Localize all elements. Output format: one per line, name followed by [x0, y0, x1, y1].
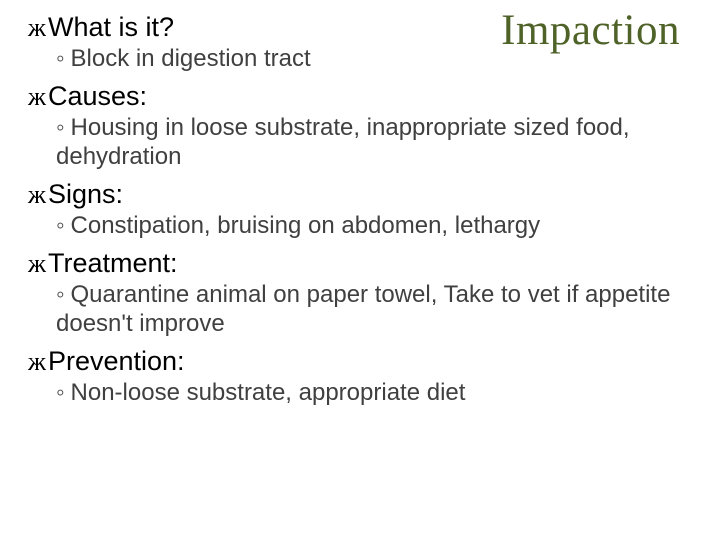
subbullet-icon: ◦ — [56, 379, 65, 407]
heading-prevention: жPrevention: — [28, 346, 692, 377]
body-text: Constipation, bruising on abdomen, letha… — [71, 212, 541, 239]
heading-text: Prevention: — [48, 346, 185, 376]
heading-what-is-it: жWhat is it? — [28, 12, 692, 43]
heading-text: Signs: — [48, 179, 123, 209]
body-what-is-it: ◦Block in digestion tract — [56, 45, 692, 73]
heading-text: Treatment: — [48, 248, 178, 278]
slide-content: жWhat is it? ◦Block in digestion tract ж… — [28, 8, 692, 407]
heading-text: Causes: — [48, 81, 147, 111]
bullet-icon: ж — [28, 347, 46, 377]
subbullet-icon: ◦ — [56, 212, 65, 240]
body-prevention: ◦Non-loose substrate, appropriate diet — [56, 379, 692, 407]
body-text: Quarantine animal on paper towel, Take t… — [56, 281, 670, 336]
bullet-icon: ж — [28, 180, 46, 210]
body-treatment: ◦Quarantine animal on paper towel, Take … — [56, 281, 692, 338]
body-signs: ◦Constipation, bruising on abdomen, leth… — [56, 212, 692, 240]
slide: Impaction жWhat is it? ◦Block in digesti… — [0, 0, 720, 540]
body-causes: ◦Housing in loose substrate, inappropria… — [56, 114, 692, 171]
heading-causes: жCauses: — [28, 81, 692, 112]
bullet-icon: ж — [28, 249, 46, 279]
body-text: Block in digestion tract — [71, 45, 311, 72]
subbullet-icon: ◦ — [56, 45, 65, 73]
heading-signs: жSigns: — [28, 179, 692, 210]
bullet-icon: ж — [28, 13, 46, 43]
body-text: Housing in loose substrate, inappropriat… — [56, 114, 630, 169]
heading-text: What is it? — [48, 12, 174, 42]
subbullet-icon: ◦ — [56, 281, 65, 309]
subbullet-icon: ◦ — [56, 114, 65, 142]
body-text: Non-loose substrate, appropriate diet — [71, 379, 466, 406]
heading-treatment: жTreatment: — [28, 248, 692, 279]
bullet-icon: ж — [28, 82, 46, 112]
